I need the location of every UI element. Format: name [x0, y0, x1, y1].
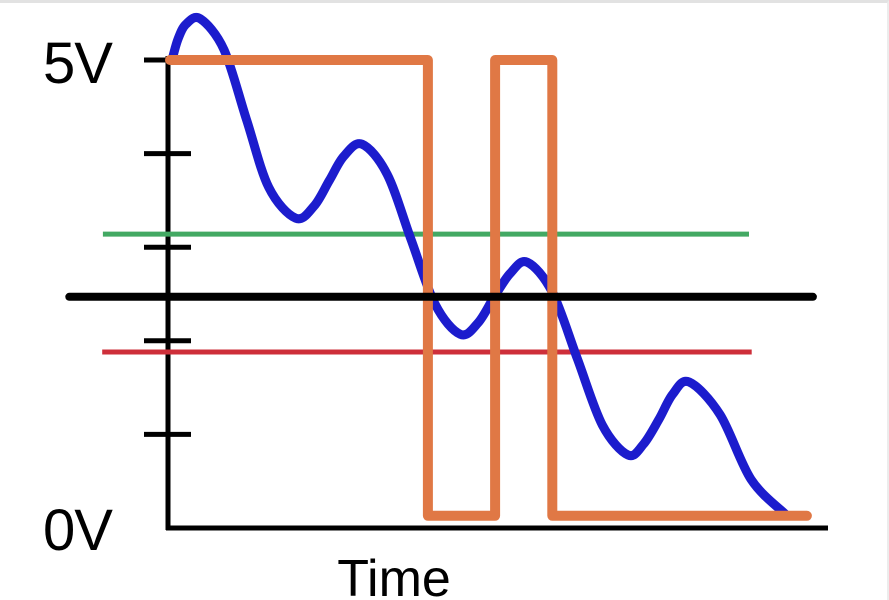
y-axis-label-0v: 0V [43, 498, 113, 563]
y-axis-label-5v: 5V [43, 31, 113, 96]
x-axis-title: Time [337, 550, 451, 600]
chart-canvas: 5V 0V Time [43, 12, 828, 600]
output-signal-path [165, 55, 812, 521]
analog-signal-path [167, 12, 790, 519]
